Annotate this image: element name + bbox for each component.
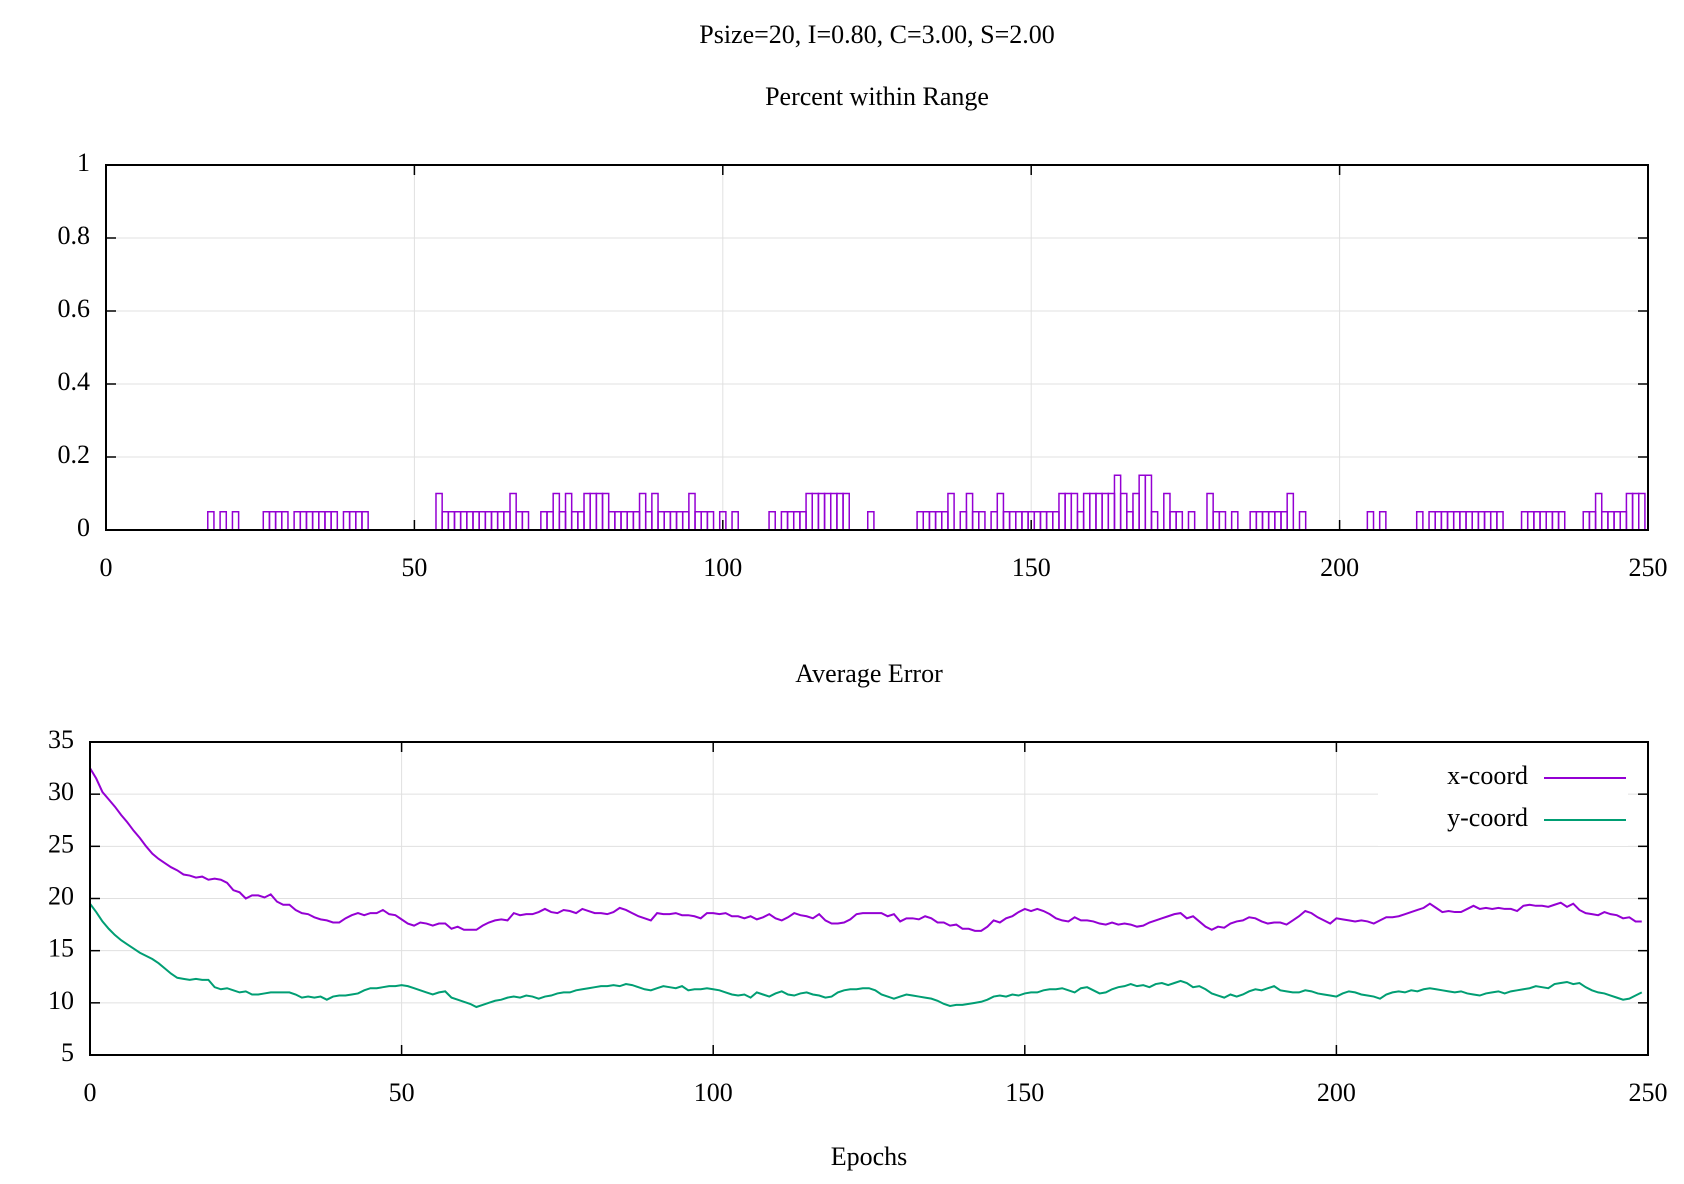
y-tick-label: 30 (48, 777, 74, 806)
legend-label: y-coord (1447, 803, 1528, 832)
y-tick-label: 15 (48, 934, 74, 963)
plot-border (105, 164, 1649, 531)
x-tick-label: 150 (1012, 553, 1051, 582)
x-tick-label: 50 (401, 553, 427, 582)
legend-label: x-coord (1447, 761, 1528, 790)
x-tick-label: 0 (100, 553, 113, 582)
y-tick-label: 0 (77, 513, 90, 542)
y-tick-label: 1 (77, 148, 90, 177)
chart-title: Percent within Range (765, 82, 989, 111)
data-line (89, 903, 1643, 1009)
y-tick-label: 0.8 (58, 221, 91, 250)
x-tick-label: 100 (703, 553, 742, 582)
x-tick-label: 250 (1629, 1078, 1668, 1107)
x-tick-label: 200 (1320, 553, 1359, 582)
y-tick-label: 35 (48, 725, 74, 754)
x-tick-label: 50 (389, 1078, 415, 1107)
x-tick-label: 100 (694, 1078, 733, 1107)
y-tick-label: 5 (61, 1038, 74, 1067)
x-tick-label: 150 (1005, 1078, 1044, 1107)
x-axis-label: Epochs (831, 1142, 908, 1171)
y-tick-label: 0.2 (58, 440, 91, 469)
x-tick-label: 200 (1317, 1078, 1356, 1107)
y-tick-label: 10 (48, 986, 74, 1015)
figure-title: Psize=20, I=0.80, C=3.00, S=2.00 (699, 20, 1055, 49)
chart-title: Average Error (795, 659, 943, 688)
x-tick-label: 0 (84, 1078, 97, 1107)
x-tick-label: 250 (1629, 553, 1668, 582)
y-tick-label: 0.4 (58, 367, 91, 396)
y-tick-label: 25 (48, 829, 74, 858)
data-line (89, 767, 1642, 932)
plot-border (89, 741, 1649, 1056)
y-tick-label: 20 (48, 881, 74, 910)
y-tick-label: 0.6 (58, 294, 91, 323)
legend-box (1378, 758, 1628, 846)
